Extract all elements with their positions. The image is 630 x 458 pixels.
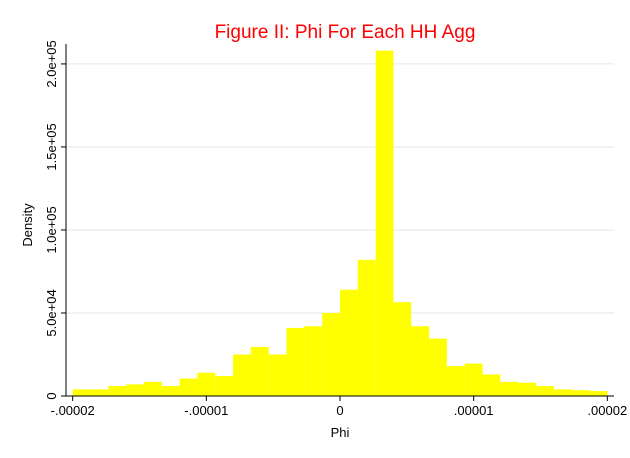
x-tick-label: .00001 xyxy=(454,403,494,418)
histogram-bar xyxy=(429,338,447,396)
gridlines xyxy=(66,63,614,314)
x-axis-label: Phi xyxy=(331,425,350,440)
histogram-bar xyxy=(446,366,465,396)
histogram-bar xyxy=(250,347,269,396)
histogram-bar xyxy=(571,390,590,396)
histogram-bar xyxy=(553,389,572,396)
histogram-bar xyxy=(536,386,554,396)
x-tick-label: -.00001 xyxy=(184,403,228,418)
y-tick-label: 2.0e+05 xyxy=(44,40,59,87)
histogram-bar xyxy=(589,391,608,396)
histogram-bar xyxy=(72,389,91,396)
histogram-bar xyxy=(90,389,109,396)
y-tick-label: 0 xyxy=(44,392,59,399)
histogram-bar xyxy=(411,326,430,396)
x-axis-ticks: -.00002 -.00001 0 .00001 .00002 xyxy=(51,396,627,418)
histogram-bar xyxy=(500,381,519,396)
x-tick-label: 0 xyxy=(336,403,343,418)
histogram-bar xyxy=(108,386,127,396)
chart-title: Figure II: Phi For Each HH Agg xyxy=(215,22,476,43)
histogram-bar xyxy=(268,354,287,396)
histogram-bar xyxy=(340,289,358,396)
histogram-bar xyxy=(375,50,394,396)
histogram-bar xyxy=(126,384,144,396)
histogram-bar xyxy=(233,354,251,396)
histogram-bars xyxy=(72,50,608,396)
y-axis-label: Density xyxy=(20,203,35,247)
y-tick-label: 1.0e+05 xyxy=(44,206,59,253)
histogram-bar xyxy=(304,326,323,396)
histogram-bar xyxy=(482,374,501,396)
histogram-bar xyxy=(393,302,412,396)
histogram-bar xyxy=(322,312,340,396)
y-tick-label: 1.5e+05 xyxy=(44,123,59,170)
histogram-bar xyxy=(357,259,376,396)
y-tick-label: 5.0e+04 xyxy=(44,289,59,336)
histogram-bar xyxy=(161,386,180,396)
histogram-bar xyxy=(215,376,234,396)
histogram-bar xyxy=(143,381,162,396)
histogram-bar xyxy=(179,378,198,396)
histogram-bar xyxy=(464,363,483,396)
x-tick-label: .00002 xyxy=(587,403,627,418)
histogram-bar xyxy=(286,327,305,396)
histogram-bar xyxy=(518,382,537,396)
histogram-bar xyxy=(197,372,216,396)
y-axis-ticks: 0 5.0e+04 1.0e+05 1.5e+05 2.0e+05 xyxy=(44,40,66,400)
x-tick-label: -.00002 xyxy=(51,403,95,418)
